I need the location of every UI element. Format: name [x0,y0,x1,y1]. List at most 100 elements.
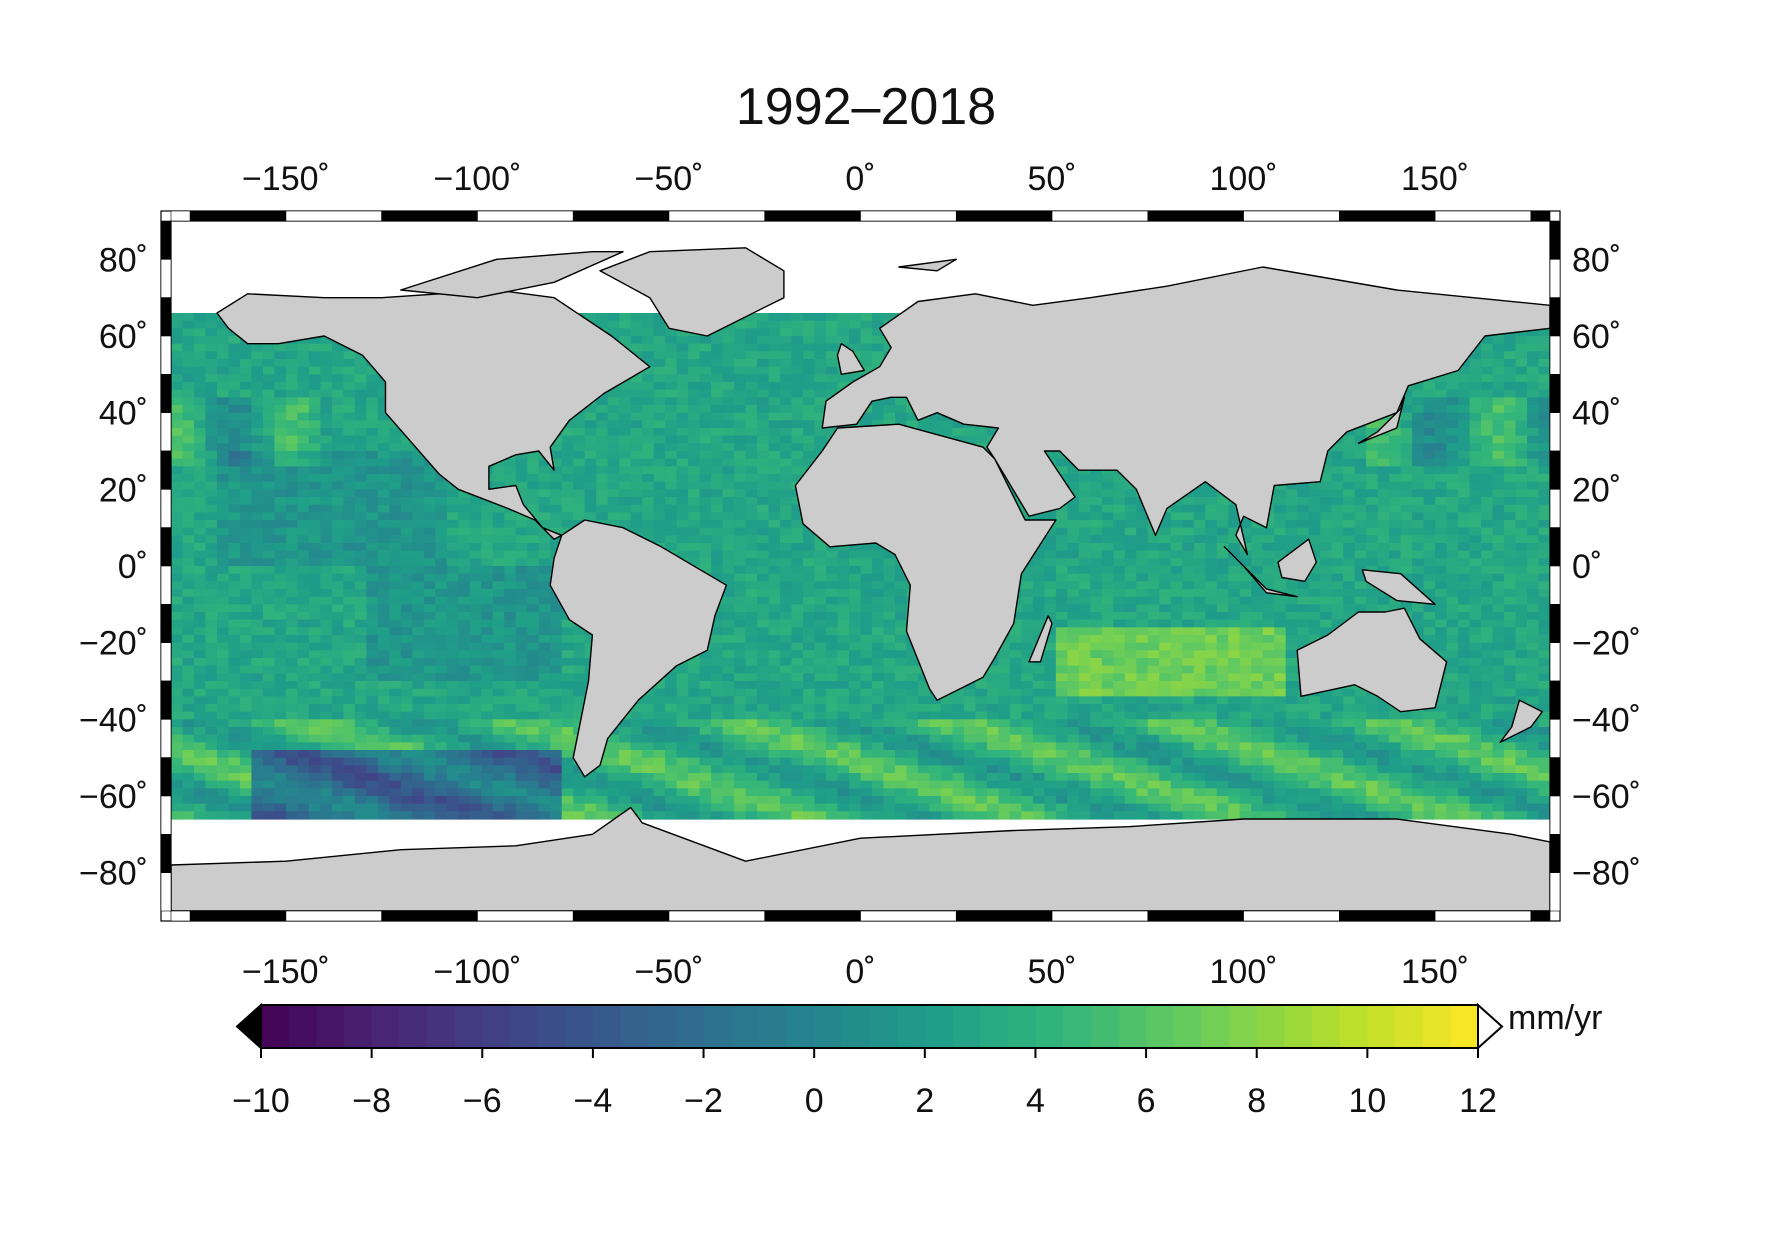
ocean-cell [826,558,839,567]
ocean-cell [1251,573,1264,582]
ocean-cell [262,366,276,375]
ocean-cell [734,512,747,521]
ocean-cell [1481,336,1494,345]
ocean-cell [1285,527,1298,536]
ocean-cell [389,543,402,552]
ocean-cell [1481,451,1494,460]
ocean-cell [320,558,333,567]
ocean-cell [1469,374,1482,383]
ocean-cell [1354,504,1367,513]
ocean-cell [1032,573,1045,582]
ocean-cell [1285,612,1298,621]
ocean-cell [699,405,712,414]
ocean-cell [297,520,310,529]
ocean-cell [1538,604,1550,613]
ocean-cell [780,351,793,360]
ocean-cell [1377,435,1390,444]
ocean-cell [1389,466,1402,475]
ocean-cell [1308,543,1321,552]
ocean-cell [791,566,804,575]
ocean-cell [688,558,701,567]
ocean-cell [986,428,999,437]
ocean-cell [1492,573,1505,582]
ocean-cell [768,359,781,368]
ocean-cell [1366,504,1379,513]
ocean-cell [1538,589,1550,598]
ocean-cell [1412,550,1425,559]
ocean-cell [1101,504,1114,513]
ocean-cell [285,612,299,621]
ocean-cell [389,596,402,605]
ocean-cell [630,374,643,383]
ocean-cell [1009,627,1022,636]
ocean-cell [1308,520,1321,529]
ocean-cell [1239,566,1252,575]
ocean-cell [193,313,207,322]
ocean-cell [791,581,804,590]
ocean-cell [1113,573,1126,582]
ocean-cell [171,343,184,352]
ocean-cell [791,405,804,414]
ocean-cell [308,466,321,475]
ocean-cell [676,543,689,552]
ocean-cell [1412,512,1425,521]
ocean-cell [619,428,632,437]
ocean-cell [1446,374,1459,383]
ocean-cell [251,489,264,498]
ocean-cell [1343,596,1356,605]
ocean-cell [1159,619,1172,628]
ocean-cell [400,535,413,544]
ocean-cell [722,412,735,421]
ocean-cell [826,566,839,575]
ocean-cell [676,481,689,490]
ocean-cell [1481,366,1494,375]
ocean-cell [665,389,678,398]
ocean-cell [768,336,781,345]
ocean-cell [1067,520,1080,529]
ocean-cell [297,412,310,421]
ocean-cell [251,504,264,513]
ocean-cell [1527,581,1540,590]
ocean-cell [262,443,276,452]
ocean-cell [285,520,299,529]
ocean-cell [1435,581,1448,590]
ocean-cell [308,420,321,429]
ocean-cell [1182,612,1195,621]
ocean-cell [780,382,793,391]
ocean-cell [1538,489,1550,498]
ocean-cell [274,558,287,567]
ocean-cell [1389,474,1402,483]
ocean-cell [883,550,896,559]
ocean-cell [596,466,609,475]
ocean-cell [285,420,299,429]
ocean-cell [780,366,793,375]
ocean-cell [400,435,413,444]
ocean-cell [722,389,735,398]
ocean-cell [757,512,770,521]
ocean-cell [1435,428,1448,437]
ocean-cell [757,443,770,452]
ocean-cell [653,389,666,398]
ocean-cell [711,435,724,444]
ocean-cell [216,320,230,329]
ocean-cell [561,474,574,483]
ocean-cell [1354,466,1367,475]
ocean-cell [1354,520,1367,529]
ocean-cell [1124,504,1137,513]
ocean-cell [1446,527,1459,536]
ocean-cell [1515,512,1528,521]
ocean-cell [1320,512,1333,521]
ocean-cell [871,558,885,567]
ocean-cell [1262,596,1275,605]
ocean-cell [837,550,850,559]
ocean-cell [630,527,643,536]
ocean-cell [1159,558,1172,567]
ocean-cell [285,558,299,567]
ocean-cell [262,435,276,444]
ocean-cell [182,366,195,375]
ocean-cell [963,428,977,437]
ocean-cell [308,520,321,529]
ocean-cell [320,451,333,460]
ocean-cell [688,535,701,544]
ocean-cell [894,627,908,636]
